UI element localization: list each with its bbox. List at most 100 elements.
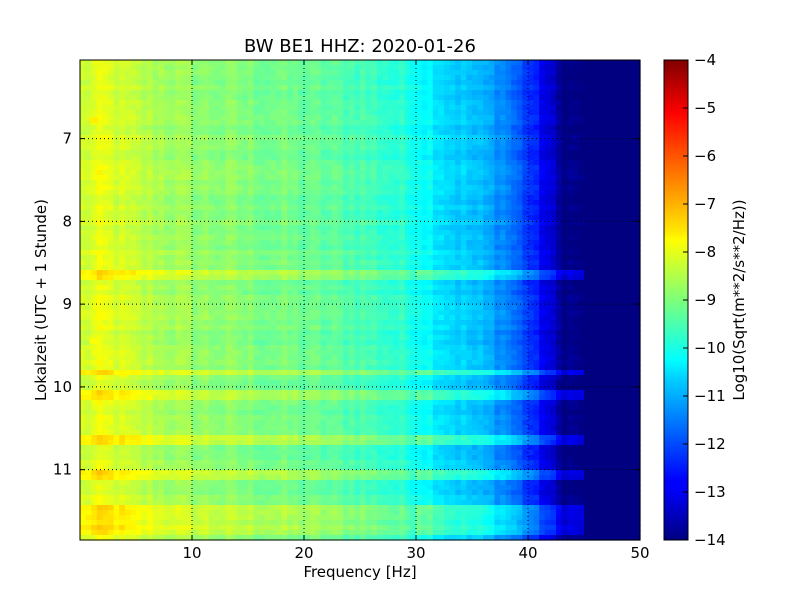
heatmap-cell [578,295,585,301]
heatmap-cell [511,230,518,236]
heatmap-cell [455,125,462,131]
heatmap-cell [556,305,563,311]
heatmap-cell [382,190,389,196]
heatmap-cell [539,215,546,221]
heatmap-cell [208,185,215,191]
heatmap-cell [432,190,439,196]
heatmap-cell [270,215,277,221]
heatmap-cell [550,270,557,276]
heatmap-cell [416,260,423,266]
heatmap-cell [214,200,221,206]
heatmap-cell [192,180,199,186]
heatmap-cell [108,255,115,261]
heatmap-cell [572,180,579,186]
heatmap-cell [141,180,148,186]
heatmap-cell [410,155,417,161]
heatmap-cell [477,135,484,141]
heatmap-cell [365,240,372,246]
heatmap-cell [152,135,159,141]
heatmap-cell [231,205,238,211]
heatmap-cell [516,260,523,266]
heatmap-cell [634,210,641,216]
heatmap-cell [376,105,383,111]
heatmap-cell [572,305,579,311]
heatmap-cell [152,60,159,66]
heatmap-cell [477,235,484,241]
heatmap-cell [561,245,568,251]
heatmap-cell [91,250,98,256]
heatmap-cell [276,220,283,226]
heatmap-cell [455,260,462,266]
heatmap-cell [477,105,484,111]
heatmap-cell [511,150,518,156]
heatmap-cell [236,210,243,216]
heatmap-cell [360,295,367,301]
heatmap-cell [444,155,451,161]
heatmap-cell [427,295,434,301]
heatmap-cell [550,85,557,91]
heatmap-cell [136,190,143,196]
heatmap-cell [214,80,221,86]
heatmap-cell [634,150,641,156]
heatmap-cell [494,200,501,206]
heatmap-cell [528,230,535,236]
heatmap-cell [315,125,322,131]
heatmap-cell [550,135,557,141]
heatmap-cell [259,135,266,141]
heatmap-cell [371,165,378,171]
heatmap-cell [158,95,165,101]
heatmap-cell [556,270,563,276]
heatmap-cell [365,135,372,141]
heatmap-cell [606,200,613,206]
heatmap-cell [276,155,283,161]
heatmap-cell [427,205,434,211]
heatmap-cell [427,140,434,146]
heatmap-cell [80,100,87,106]
heatmap-cell [410,180,417,186]
heatmap-cell [147,180,154,186]
heatmap-cell [197,300,204,306]
heatmap-cell [242,250,249,256]
heatmap-cell [253,105,260,111]
heatmap-cell [124,155,131,161]
heatmap-cell [108,300,115,306]
heatmap-cell [522,210,529,216]
heatmap-cell [455,145,462,151]
heatmap-cell [108,100,115,106]
heatmap-cell [544,140,551,146]
heatmap-cell [421,220,428,226]
heatmap-cell [85,220,92,226]
heatmap-cell [102,155,109,161]
heatmap-cell [371,205,378,211]
heatmap-cell [556,215,563,221]
heatmap-cell [533,265,540,271]
heatmap-cell [85,270,92,276]
heatmap-cell [360,195,367,201]
heatmap-cell [539,145,546,151]
heatmap-cell [281,215,288,221]
heatmap-cell [595,150,602,156]
heatmap-cell [343,95,350,101]
heatmap-cell [544,175,551,181]
heatmap-cell [175,185,182,191]
heatmap-cell [393,70,400,76]
heatmap-cell [382,245,389,251]
heatmap-cell [236,95,243,101]
heatmap-cell [270,80,277,86]
heatmap-cell [130,200,137,206]
heatmap-cell [477,75,484,81]
heatmap-cell [276,200,283,206]
heatmap-cell [455,180,462,186]
heatmap-cell [623,105,630,111]
heatmap-cell [595,255,602,261]
heatmap-cell [360,205,367,211]
heatmap-cell [460,130,467,136]
heatmap-cell [634,205,641,211]
heatmap-cell [141,255,148,261]
heatmap-cell [208,235,215,241]
heatmap-cell [136,125,143,131]
heatmap-cell [388,180,395,186]
heatmap-cell [455,165,462,171]
heatmap-cell [410,160,417,166]
heatmap-cell [169,250,176,256]
